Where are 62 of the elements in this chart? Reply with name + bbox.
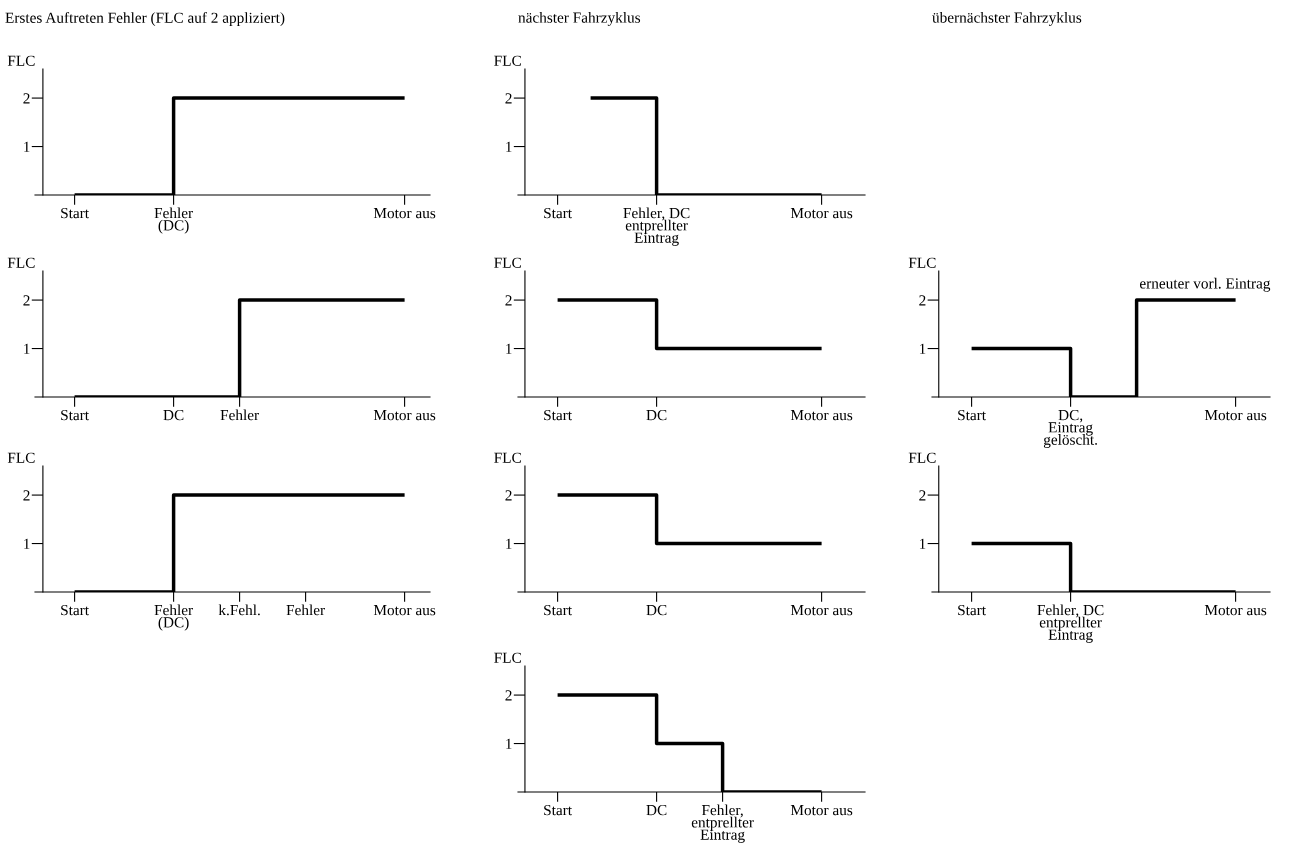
y-tick-label: 1 [24,141,30,152]
y-tick-label: 1 [506,141,512,152]
y-axis-title: FLC [7,55,35,66]
y-axis-title: FLC [494,55,521,66]
x-tick-label: Fehler [286,604,325,616]
y-tick-label: 2 [505,490,512,501]
y-tick-label: 1 [506,538,512,549]
y-tick-label: 2 [505,690,512,701]
x-tick-label: Start [544,409,572,421]
y-tick-label: 1 [24,343,30,354]
x-tick-label: Motor aus [373,605,436,616]
y-axis-title: FLC [7,452,35,463]
x-tick-label: Motor aus [373,208,436,219]
y-axis-title: FLC [908,452,936,463]
x-tick-label: Start [544,604,572,616]
chart-title: Erstes Auftreten Fehler (FLC auf 2 appliziert) [5,12,285,27]
x-tick-label: Motor aus [1204,410,1267,421]
y-tick-label: 2 [505,93,512,104]
chart-title: nächster Fahrzyklus [518,12,641,26]
y-tick-label: 1 [919,343,926,354]
y-tick-label: 2 [919,490,926,501]
x-tick-label: Start [61,409,89,421]
x-tick-label: Fehler [220,409,259,421]
x-tick-label: Fehler (DC) [154,604,193,631]
x-tick-label: Fehler, DC entprellter Eintrag [1037,604,1104,643]
x-tick-label: DC [163,409,184,421]
y-axis-title: FLC [494,652,521,663]
y-axis-title: FLC [908,257,936,268]
y-tick-label: 1 [506,738,512,749]
y-axis-title: FLC [7,257,35,268]
x-tick-label: Start [61,207,89,219]
x-tick-label: Motor aus [790,805,853,816]
x-tick-label: DC, Eintrag gelöscht. [1043,409,1097,448]
y-tick-label: 2 [505,295,512,306]
x-tick-label: Fehler, DC entprellter Eintrag [623,207,690,246]
x-tick-label: DC [646,604,667,616]
x-tick-label: Motor aus [1204,605,1267,616]
x-tick-label: Start [544,207,572,219]
chart-title: übernächster Fahrzyklus [932,12,1082,26]
x-tick-label: DC [646,804,667,816]
x-tick-label: DC [646,409,667,421]
x-tick-label: Start [61,604,89,616]
y-tick-label: 1 [506,343,512,354]
y-axis-title: FLC [494,257,521,268]
annotation: erneuter vorl. Eintrag [1139,277,1271,292]
x-tick-label: Motor aus [790,605,853,616]
x-tick-label: Start [544,804,572,816]
y-tick-label: 2 [23,295,30,306]
x-tick-label: k.Fehl. [218,604,260,616]
y-tick-label: 1 [24,538,30,549]
x-tick-label: Start [958,409,986,421]
x-tick-label: Fehler, entprellter Eintrag [691,804,754,843]
y-tick-label: 2 [919,295,926,306]
x-tick-label: Motor aus [790,208,853,219]
x-tick-label: Motor aus [790,410,853,421]
x-tick-label: Fehler (DC) [154,207,193,234]
y-tick-label: 2 [23,490,30,501]
y-tick-label: 1 [919,538,926,549]
x-tick-label: Start [958,604,986,616]
x-tick-label: Motor aus [373,410,436,421]
y-tick-label: 2 [23,93,30,104]
y-axis-title: FLC [494,452,521,463]
